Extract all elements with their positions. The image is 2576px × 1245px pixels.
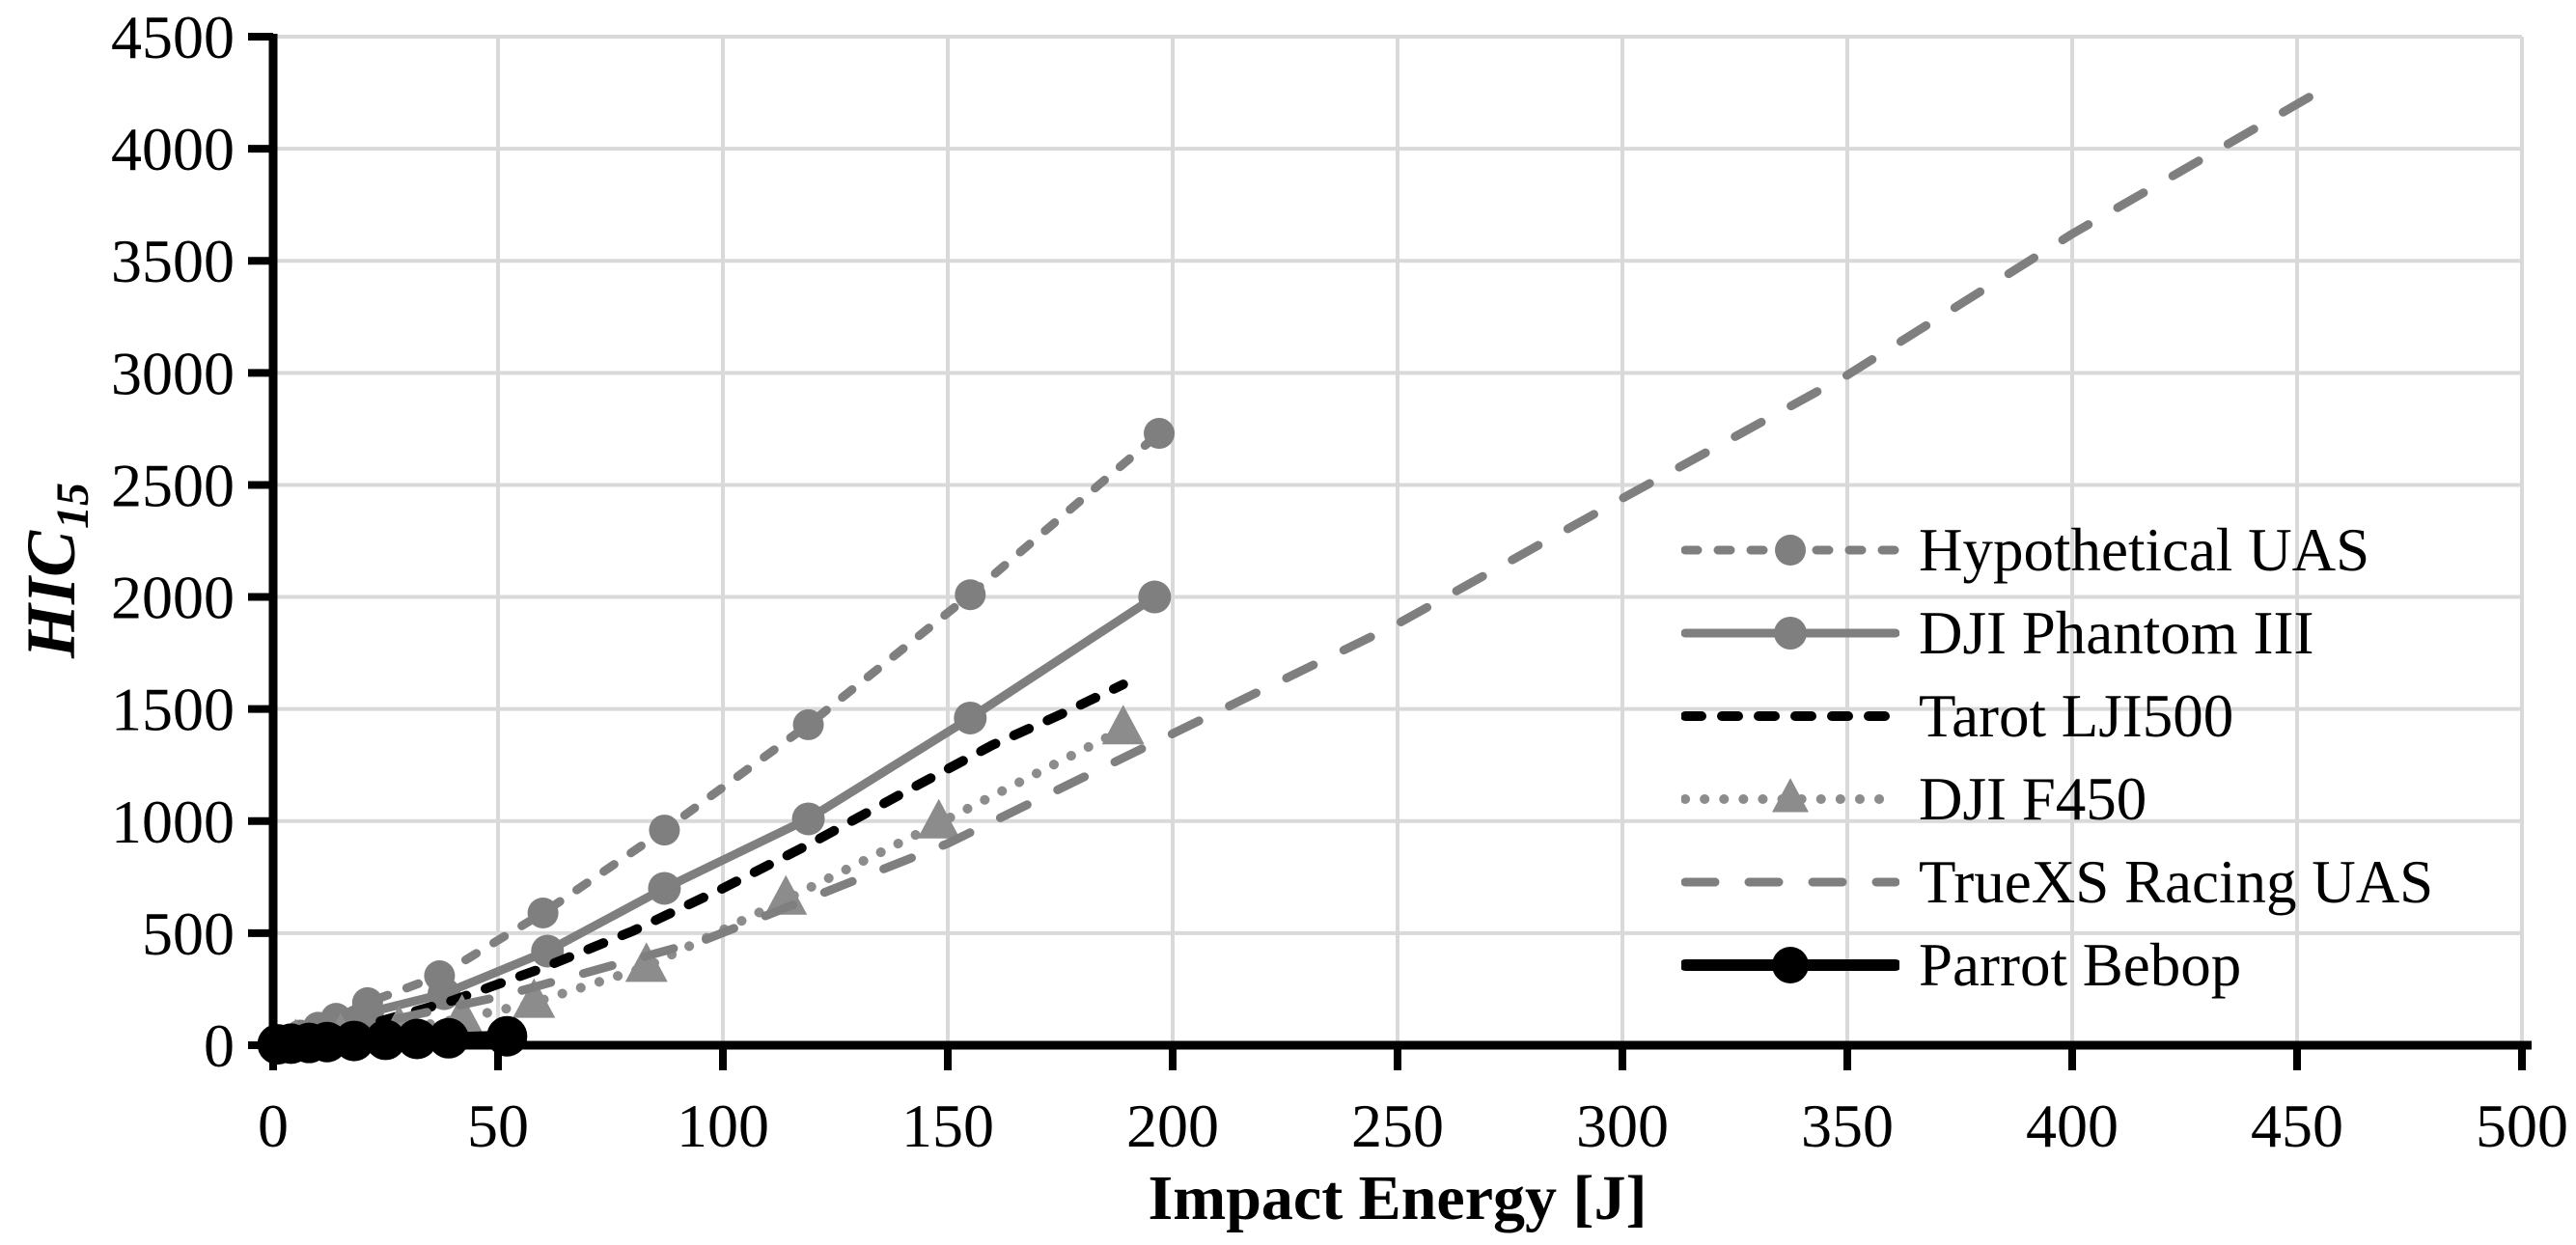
x-tick-label: 300 [1576,1092,1669,1160]
series-marker-hypothetical-uas [792,708,824,740]
legend-marker-dji-phantom-iii [1774,617,1807,650]
series-marker-parrot-bebop [333,1020,374,1062]
x-tick-label: 0 [258,1092,289,1160]
legend-label-truexs-racing-uas: TrueXS Racing UAS [1919,847,2434,916]
legend-swatch-dji-phantom-iii [1681,617,1899,650]
legend-item-tarot-lji500: Tarot LJI500 [1681,675,2433,758]
series-marker-dji-f450 [624,942,668,982]
x-tick-label: 350 [1801,1092,1894,1160]
series-truexs-racing-uas [268,81,2334,1050]
legend-swatch-hypothetical-uas [1681,535,1899,566]
x-tick-label: 50 [467,1092,529,1160]
series-marker-dji-f450 [512,978,556,1018]
y-tick-label: 2000 [111,564,235,632]
series-marker-dji-phantom-iii [954,701,987,734]
series-tarot-lji500 [268,679,1128,1050]
y-tick-label: 3000 [111,339,235,407]
series-marker-parrot-bebop [365,1019,406,1061]
series-marker-dji-phantom-iii [791,802,825,836]
legend-label-tarot-lji500: Tarot LJI500 [1919,681,2234,750]
y-tick-label: 4000 [111,115,235,183]
y-tick-label: 3500 [111,227,235,295]
series-line-tarot-lji500 [268,679,1128,1050]
legend-label-hypothetical-uas: Hypothetical UAS [1919,515,2370,584]
legend-swatch-tarot-lji500 [1681,711,1899,721]
legend-marker-parrot-bebop [1772,947,1809,983]
series-marker-dji-f450 [917,798,960,839]
y-axis-title-subscript: 15 [47,482,98,529]
y-axis-title-main: HIC [13,530,90,659]
legend-swatch-dji-f450 [1681,778,1899,813]
legend-item-dji-phantom-iii: DJI Phantom III [1681,592,2433,675]
series-marker-dji-f450 [1101,705,1145,745]
legend-marker-hypothetical-uas [1775,535,1806,566]
y-tick-label: 2500 [111,451,235,519]
x-tick-label: 100 [677,1092,769,1160]
series-marker-dji-phantom-iii [648,872,681,905]
legend-marker-dji-f450 [1772,778,1809,813]
series-line-truexs-racing-uas [268,81,2334,1050]
series-marker-dji-phantom-iii [1138,580,1172,614]
legend-label-dji-f450: DJI F450 [1919,764,2147,833]
x-tick-label: 450 [2251,1092,2343,1160]
series-parrot-bebop [257,1015,528,1065]
chart-legend: Hypothetical UAS DJI Phantom III Tarot LJI… [1681,509,2433,1007]
x-tick-label: 200 [1126,1092,1219,1160]
series-marker-hypothetical-uas [955,579,986,611]
legend-swatch-truexs-racing-uas [1681,877,1899,887]
x-tick-label: 150 [901,1092,994,1160]
y-tick-label: 1000 [111,788,235,856]
series-marker-hypothetical-uas [527,897,559,928]
legend-item-truexs-racing-uas: TrueXS Racing UAS [1681,841,2433,924]
legend-label-parrot-bebop: Parrot Bebop [1919,930,2242,999]
legend-swatch-parrot-bebop [1681,947,1899,983]
legend-item-parrot-bebop: Parrot Bebop [1681,924,2433,1007]
series-marker-hypothetical-uas [649,815,680,846]
y-axis-title: HIC15 [10,412,98,731]
series-marker-parrot-bebop [428,1017,469,1059]
series-marker-parrot-bebop [397,1018,438,1060]
legend-item-hypothetical-uas: Hypothetical UAS [1681,509,2433,592]
y-tick-label: 4500 [111,3,235,71]
legend-item-dji-f450: DJI F450 [1681,758,2433,841]
y-tick-label: 0 [204,1011,235,1080]
x-tick-label: 400 [2026,1092,2119,1160]
x-axis-title: Impact Energy [J] [1148,1163,1648,1233]
x-tick-label: 250 [1351,1092,1444,1160]
x-tick-label: 500 [2476,1092,2568,1160]
legend-label-dji-phantom-iii: DJI Phantom III [1919,598,2314,667]
series-marker-hypothetical-uas [1144,418,1176,450]
series-marker-parrot-bebop [486,1015,528,1057]
y-tick-label: 500 [142,899,235,968]
y-tick-label: 1500 [111,676,235,744]
